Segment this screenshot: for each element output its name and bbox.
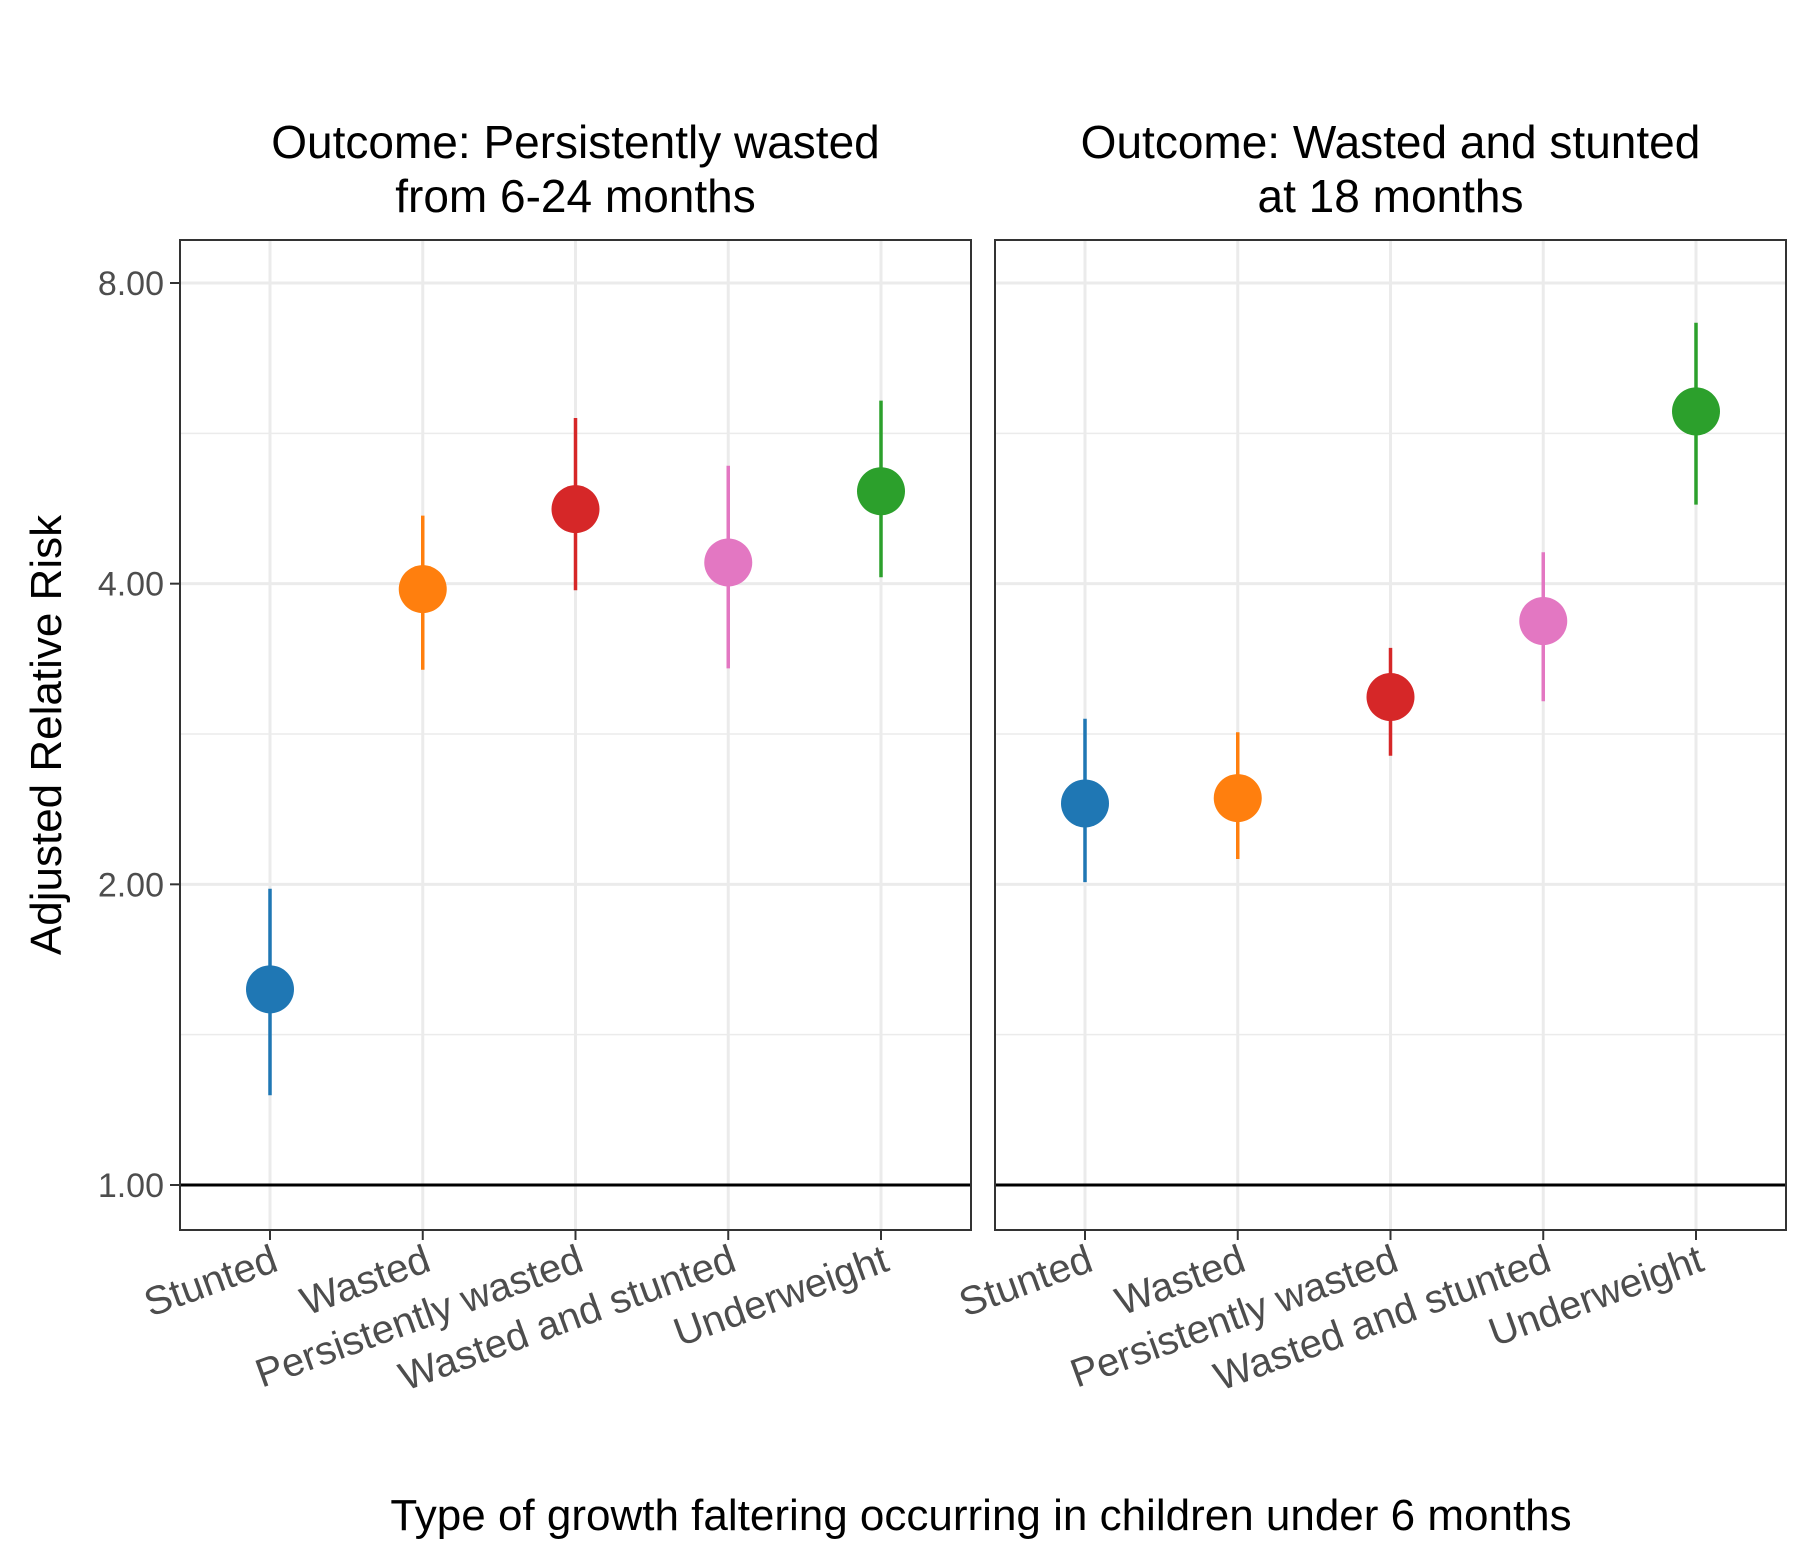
- point-estimate: [1519, 597, 1568, 646]
- y-tick-label: 1.00: [98, 1167, 164, 1205]
- point-estimate: [1366, 673, 1415, 722]
- point-estimate: [1213, 774, 1262, 823]
- y-tick-label: 2.00: [98, 866, 164, 904]
- point-estimate: [398, 565, 447, 614]
- point-estimate: [551, 485, 600, 534]
- point-estimate: [857, 467, 905, 516]
- y-axis: 1.00 2.00 4.00 8.00: [98, 265, 180, 1205]
- y-tick-label: 4.00: [98, 566, 164, 604]
- panel-title-line: Outcome: Wasted and stunted: [1081, 116, 1701, 168]
- x-axis-title: Type of growth faltering occurring in ch…: [390, 1491, 1571, 1540]
- point-estimate: [246, 965, 294, 1014]
- panel-title-line: from 6-24 months: [395, 170, 755, 222]
- y-axis-title: Adjusted Relative Risk: [22, 514, 71, 955]
- panel-title-line: at 18 months: [1258, 170, 1524, 222]
- y-tick-label: 8.00: [98, 265, 164, 303]
- panel-title-line: Outcome: Persistently wasted: [271, 116, 879, 168]
- point-estimate: [1061, 779, 1109, 828]
- point-estimate: [1672, 387, 1720, 436]
- point-estimate: [704, 538, 753, 587]
